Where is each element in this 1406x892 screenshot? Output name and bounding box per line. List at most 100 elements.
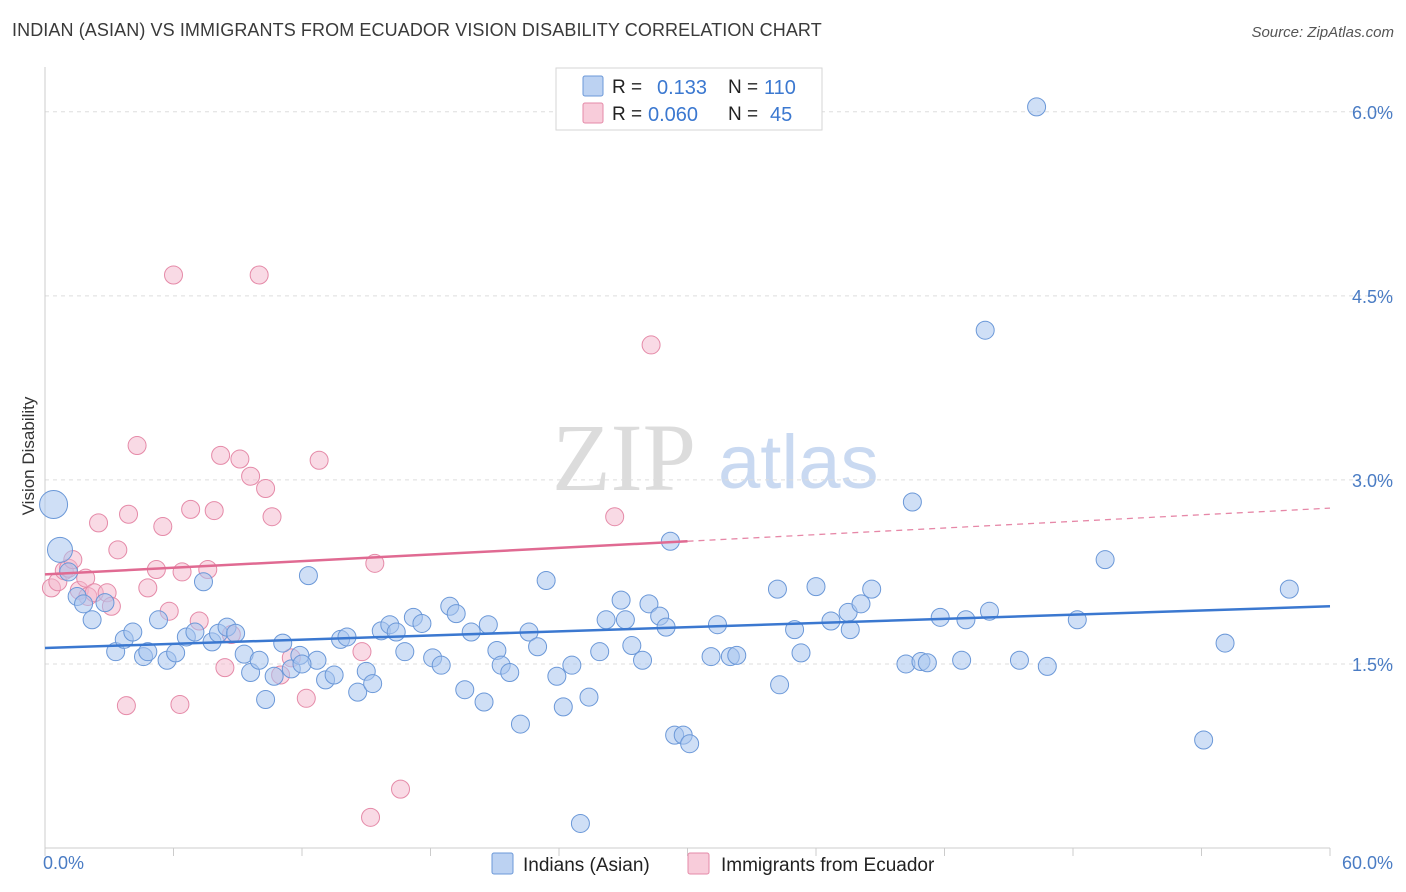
blue-point (862, 579, 882, 599)
blue-point (39, 489, 69, 519)
legend-n-label-1: N = (728, 77, 758, 98)
blue-point (455, 680, 475, 700)
blue-point (386, 622, 406, 642)
y-axis-label: Vision Disability (19, 396, 38, 515)
y-tick-label: 3.0% (1352, 471, 1393, 491)
bottom-legend-label-2: Immigrants from Ecuador (721, 855, 935, 876)
data-points (39, 97, 1299, 833)
y-tick-label: 6.0% (1352, 103, 1393, 123)
pink-point (164, 265, 183, 285)
pink-point (296, 688, 316, 708)
blue-point (500, 663, 520, 683)
legend: R = 0.133 N = 110 R = 0.060 N = 45 (555, 67, 823, 131)
blue-point (707, 615, 727, 635)
blue-point (840, 620, 860, 640)
blue-point (123, 622, 143, 642)
blue-trend-line (44, 605, 1331, 650)
blue-point (82, 610, 102, 630)
watermark-zip: ZIP (552, 404, 696, 511)
blue-point (95, 593, 115, 613)
blue-point (956, 610, 976, 630)
y-tick-label: 4.5% (1352, 287, 1393, 307)
blue-point (1215, 633, 1235, 653)
pink-point (172, 562, 192, 582)
blue-point (975, 320, 995, 340)
pink-point (170, 694, 190, 714)
pink-point (211, 445, 231, 465)
pink-point (108, 540, 128, 560)
blue-point (1027, 97, 1047, 117)
legend-n-value-2: 45 (770, 104, 792, 126)
y-tick-label: 1.5% (1352, 655, 1393, 675)
blue-point (767, 579, 787, 599)
blue-point (639, 594, 659, 614)
blue-point (478, 615, 498, 635)
bottom-legend-swatch-pink (687, 852, 710, 875)
pink-point (116, 696, 136, 716)
blue-point (474, 692, 494, 712)
blue-point (226, 623, 246, 643)
blue-point (791, 643, 811, 663)
blue-point (615, 610, 635, 630)
blue-point (412, 613, 432, 633)
blue-point (510, 714, 530, 734)
blue-point (547, 666, 567, 686)
blue-point (570, 813, 590, 833)
blue-point (264, 666, 284, 686)
blue-point (1095, 550, 1115, 570)
pink-point (352, 642, 372, 662)
blue-point (590, 642, 610, 662)
pink-point (127, 436, 147, 456)
pink-point (249, 265, 269, 285)
blue-point (138, 642, 158, 662)
blue-point (622, 636, 642, 656)
legend-r-label-2: R = (612, 104, 642, 125)
bottom-legend-swatch-blue (491, 852, 514, 875)
chart-title: INDIAN (ASIAN) VS IMMIGRANTS FROM ECUADO… (12, 20, 822, 40)
blue-point (680, 734, 700, 754)
blue-point (902, 492, 922, 512)
blue-point (528, 637, 548, 657)
legend-swatch-pink (582, 102, 604, 124)
blue-point (806, 577, 826, 597)
blue-point (579, 687, 599, 707)
blue-point (1194, 730, 1214, 750)
blue-point (249, 650, 269, 670)
axes (44, 67, 1331, 856)
blue-point (553, 697, 573, 717)
pink-point (230, 449, 250, 469)
blue-point (74, 594, 94, 614)
blue-point (785, 620, 805, 640)
blue-point (821, 611, 841, 631)
blue-point (917, 653, 937, 673)
blue-point (770, 675, 790, 695)
watermark-atlas: atlas (718, 420, 879, 505)
pink-point (309, 450, 329, 470)
blue-point (536, 571, 556, 591)
blue-point (727, 645, 747, 665)
x-tick-label: 0.0% (43, 853, 84, 873)
blue-point (979, 601, 999, 621)
pink-point (256, 478, 276, 498)
blue-point (1037, 656, 1057, 676)
blue-point (46, 536, 73, 563)
blue-point (363, 674, 383, 694)
chart-source: Source: ZipAtlas.com (1251, 24, 1394, 41)
pink-point (361, 807, 381, 827)
pink-point (138, 578, 158, 598)
pink-point (89, 513, 109, 533)
blue-point (930, 607, 950, 627)
blue-point (1279, 579, 1299, 599)
pink-point (181, 499, 201, 519)
blue-point (166, 643, 186, 663)
blue-point (851, 594, 871, 614)
blue-point (633, 650, 653, 670)
blue-point (395, 642, 415, 662)
legend-n-label-2: N = (728, 104, 758, 125)
blue-point (348, 682, 368, 702)
blue-point (273, 633, 293, 653)
blue-point (562, 655, 582, 675)
blue-point (701, 647, 721, 667)
pink-point (605, 507, 625, 527)
blue-point (431, 655, 451, 675)
